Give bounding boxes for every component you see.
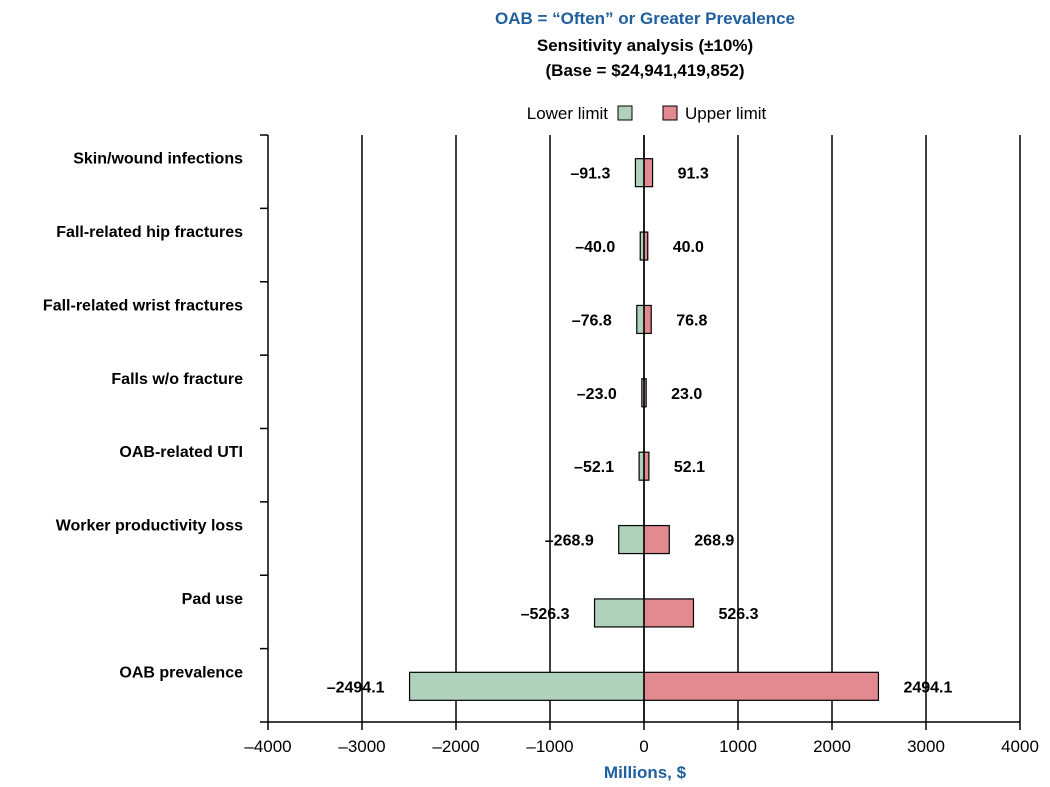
category-label: Pad use — [182, 591, 243, 608]
chart-subtitle-line-2: (Base = $24,941,419,852) — [546, 61, 745, 80]
category-labels: Skin/wound infections Fall-related hip fr… — [43, 151, 243, 682]
value-labels: –91.3 91.3 –40.0 40.0 –76.8 76.8 –23.0 23.0 –52.… — [327, 166, 953, 697]
legend-swatch-upper — [662, 105, 678, 121]
bar-lower-limit — [408, 671, 645, 701]
value-label-lower: –76.8 — [572, 312, 612, 329]
bar-upper-limit — [643, 304, 652, 335]
bar-upper-limit — [643, 598, 695, 628]
chart-title: OAB = “Often” or Greater Prevalence — [495, 9, 795, 28]
value-label-lower: –268.9 — [545, 533, 594, 550]
value-label-upper: 40.0 — [673, 239, 704, 256]
category-label: Falls w/o fracture — [111, 371, 243, 388]
x-tick-label: –1000 — [526, 737, 573, 756]
x-tick-labels: –4000 –3000 –2000 –1000 0 1000 2000 3000 4000 — [244, 737, 1039, 756]
legend-swatch-lower — [617, 105, 633, 121]
x-tick-label: 2000 — [813, 737, 851, 756]
bar-lower-limit — [618, 524, 645, 555]
category-label: Worker productivity loss — [56, 518, 243, 535]
x-tick-label: –3000 — [338, 737, 385, 756]
value-label-upper: 91.3 — [678, 166, 709, 183]
x-tick-label: 1000 — [719, 737, 757, 756]
x-axis-label: Millions, $ — [604, 763, 687, 782]
category-label: Fall-related wrist fractures — [43, 297, 243, 314]
x-tick-label: 0 — [639, 737, 648, 756]
category-label: Fall-related hip fractures — [56, 224, 243, 241]
x-tick-label: –2000 — [432, 737, 479, 756]
category-label: OAB-related UTI — [119, 444, 243, 461]
value-label-upper: 2494.1 — [903, 679, 952, 696]
chart-subtitle-line-1: Sensitivity analysis (±10%) — [537, 36, 753, 55]
value-label-upper: 52.1 — [674, 459, 705, 476]
value-label-upper: 23.0 — [671, 386, 702, 403]
axes — [260, 134, 1021, 730]
bars — [408, 158, 880, 701]
legend-label-upper: Upper limit — [685, 104, 767, 123]
value-label-lower: –91.3 — [570, 166, 610, 183]
x-tick-label: –4000 — [244, 737, 291, 756]
x-tick-label: 3000 — [907, 737, 945, 756]
value-label-lower: –2494.1 — [327, 679, 385, 696]
value-label-upper: 268.9 — [694, 533, 734, 550]
value-label-lower: –23.0 — [577, 386, 617, 403]
bar-upper-limit — [643, 158, 654, 188]
value-label-upper: 526.3 — [718, 606, 758, 623]
value-label-upper: 76.8 — [676, 312, 707, 329]
bar-upper-limit — [643, 671, 880, 701]
bar-upper-limit — [643, 524, 670, 555]
category-label: Skin/wound infections — [73, 151, 243, 168]
bar-lower-limit — [636, 304, 645, 335]
bar-lower-limit — [593, 598, 645, 628]
legend: Lower limit Upper limit — [527, 104, 767, 123]
category-label: OAB prevalence — [119, 664, 243, 681]
x-tick-label: 4000 — [1001, 737, 1039, 756]
value-label-lower: –52.1 — [574, 459, 614, 476]
value-label-lower: –526.3 — [521, 606, 570, 623]
legend-label-lower: Lower limit — [527, 104, 609, 123]
bar-lower-limit — [634, 158, 645, 188]
value-label-lower: –40.0 — [575, 239, 615, 256]
